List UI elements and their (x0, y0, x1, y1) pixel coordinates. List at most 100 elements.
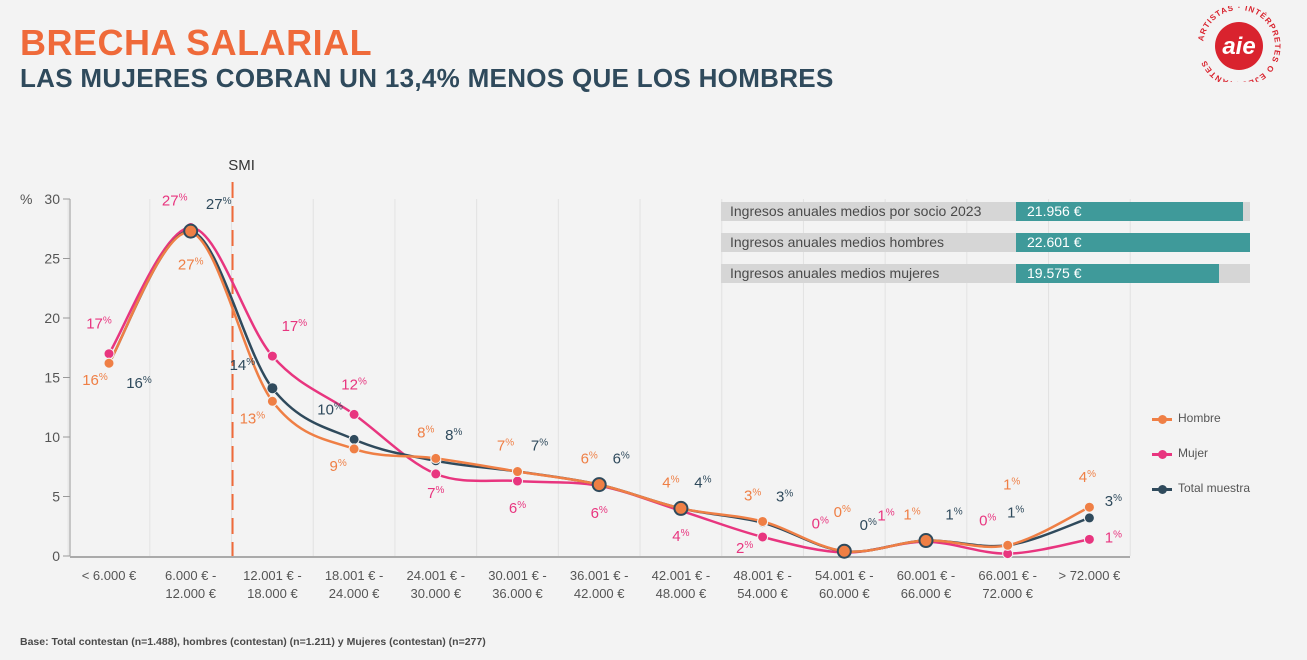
data-label: 6% (509, 500, 526, 517)
income-value: 19.575 € (1027, 265, 1082, 281)
income-box: Ingresos anuales medios por socio 2023 21… (721, 202, 1250, 221)
data-label: 17% (86, 316, 112, 333)
income-label: Ingresos anuales medios mujeres (730, 265, 940, 281)
data-point-overlap (673, 500, 689, 516)
income-box: Ingresos anuales medios hombres 22.601 € (721, 233, 1250, 252)
y-tick-label: 5 (52, 489, 60, 505)
data-label: 0% (812, 515, 829, 532)
data-label: 6% (613, 451, 630, 468)
data-point (266, 395, 278, 407)
data-label: 16% (126, 375, 152, 392)
y-tick-label: 15 (44, 370, 60, 386)
x-tick-label: 30.001 € - (488, 568, 547, 583)
legend-label: Total muestra (1178, 481, 1251, 495)
x-tick-label: 6.000 € - (165, 568, 216, 583)
x-tick-label: 12.001 € - (243, 568, 302, 583)
x-tick-label: 12.000 € (165, 586, 216, 601)
income-box: Ingresos anuales medios mujeres 19.575 € (721, 264, 1250, 283)
y-tick-label: 30 (44, 191, 60, 207)
x-tick-label: < 6.000 € (82, 568, 137, 583)
x-tick-label: 66.000 € (901, 586, 952, 601)
data-label: 4% (662, 474, 679, 491)
data-label: 1% (1003, 476, 1020, 493)
data-label: 27% (206, 196, 232, 213)
smi-reference-line: SMI (228, 157, 255, 556)
logo-text: aie (1222, 33, 1255, 60)
data-label: 17% (282, 318, 308, 335)
data-label: 0% (834, 504, 851, 521)
income-bar (1016, 233, 1250, 252)
data-point (267, 383, 278, 394)
x-tick-label: 24.000 € (329, 586, 380, 601)
income-label: Ingresos anuales medios hombres (730, 234, 945, 250)
data-label: 3% (776, 489, 793, 506)
data-label: 27% (178, 256, 204, 273)
data-point (266, 350, 278, 362)
data-label: 8% (417, 424, 434, 441)
data-label: 1% (1105, 529, 1122, 546)
data-label: 1% (877, 508, 894, 525)
income-value: 22.601 € (1027, 234, 1082, 250)
x-tick-label: 36.001 € - (570, 568, 629, 583)
chart-axes: 0 5 10 15 20 25 30% < 6.000 € 6.000 € - 12.000 € 1… (20, 191, 1130, 601)
legend-label: Mujer (1178, 446, 1209, 460)
data-point (103, 357, 115, 369)
data-label: 2% (736, 540, 753, 557)
data-label: 9% (329, 458, 346, 475)
data-label: 1% (1007, 504, 1024, 521)
data-point (1083, 501, 1095, 513)
x-tick-label: > 72.000 € (1058, 568, 1121, 583)
data-label: 1% (945, 507, 962, 524)
chart-series (103, 222, 1095, 560)
data-label: 0% (979, 513, 996, 530)
data-label: 4% (694, 474, 711, 491)
data-label: 3% (1105, 493, 1122, 510)
data-label: 12% (341, 376, 367, 393)
x-tick-label: 18.001 € - (325, 568, 384, 583)
data-label: 10% (317, 401, 343, 418)
chart-grid (67, 199, 1131, 556)
x-tick-label: 42.000 € (574, 586, 625, 601)
data-label: 3% (744, 487, 761, 504)
data-point (1083, 512, 1095, 524)
data-label: 27% (162, 193, 188, 210)
data-label: 7% (497, 438, 514, 455)
data-point (1002, 539, 1014, 551)
data-label: 7% (531, 438, 548, 455)
x-tick-label: 42.001 € - (652, 568, 711, 583)
data-point (348, 433, 360, 445)
data-point-overlap (591, 477, 607, 493)
x-tick-label: 48.001 € - (733, 568, 792, 583)
data-point (757, 515, 769, 527)
x-tick-label: 30.000 € (410, 586, 461, 601)
data-point (348, 443, 360, 455)
data-point-overlap (836, 543, 852, 559)
data-point (1083, 533, 1095, 545)
data-label: 6% (591, 505, 608, 522)
aie-logo: ARTISTAS · INTÉRPRETES O EJECUTANTES aie (1196, 6, 1281, 82)
data-label: 6% (581, 451, 598, 468)
data-label: 8% (445, 427, 462, 444)
data-label: 4% (672, 528, 689, 545)
chart-data-labels: 16%27%13%9%8%7%6%4%3%0% 1%1% 4%17%27%17%12… (82, 193, 1122, 557)
x-tick-label: 54.000 € (737, 586, 788, 601)
y-tick-label: 10 (44, 429, 60, 445)
data-point (103, 348, 115, 360)
income-value: 21.956 € (1027, 203, 1082, 219)
income-label: Ingresos anuales medios por socio 2023 (730, 203, 982, 219)
data-label: 16% (82, 372, 108, 389)
x-tick-label: 24.001 € - (407, 568, 466, 583)
data-label: 4% (1079, 469, 1096, 486)
x-tick-label: 48.000 € (656, 586, 707, 601)
data-point (430, 468, 442, 480)
page-subtitle: LAS MUJERES COBRAN UN 13,4% MENOS QUE LO… (20, 63, 834, 93)
legend-label: Hombre (1178, 411, 1221, 425)
data-point (348, 408, 360, 420)
data-point (757, 531, 769, 543)
y-tick-label: 25 (44, 251, 60, 267)
data-point-overlap (918, 533, 934, 549)
footnote: Base: Total contestan (n=1.488), hombres… (20, 636, 486, 648)
data-point (512, 466, 523, 478)
income-bar (1016, 264, 1219, 283)
